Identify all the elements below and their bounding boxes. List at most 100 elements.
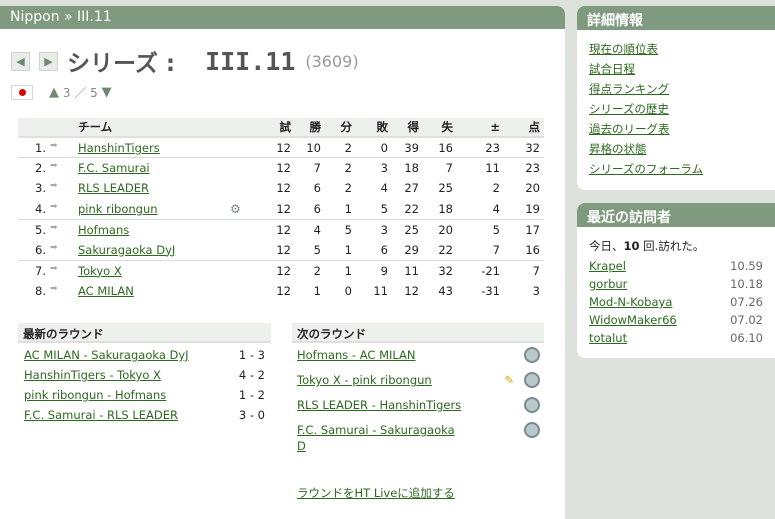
level-down-icon[interactable]: ▼ <box>101 85 112 100</box>
visitor-link[interactable]: WidowMaker66 <box>589 313 677 327</box>
goals-against: 16 <box>423 137 457 158</box>
lost: 11 <box>373 283 388 298</box>
goals-against: 18 <box>423 198 457 220</box>
goals-against: 25 <box>438 181 453 196</box>
rank: 7. <box>35 263 46 278</box>
points: 23 <box>525 161 540 175</box>
goal-diff: 2 <box>492 181 500 196</box>
goals-against: 22 <box>423 239 457 261</box>
goal-diff: -31 <box>481 283 500 298</box>
details-link[interactable]: 現在の順位表 <box>589 42 658 56</box>
level-down: 5 <box>90 85 98 100</box>
table-row: 2. ➡ F.C. Samurai 12 7 2 3 18 7 11 23 <box>18 158 544 179</box>
ht-live-icon[interactable] <box>524 372 540 388</box>
position-same-icon: ➡ <box>50 242 58 253</box>
visitor-link[interactable]: Krapel <box>589 259 626 273</box>
won: 2 <box>313 263 321 278</box>
visitor-link[interactable]: totalut <box>589 331 628 345</box>
team-link[interactable]: RLS LEADER <box>78 181 150 196</box>
add-to-ht-live-link[interactable]: ラウンドをHT Liveに追加する <box>297 486 455 500</box>
breadcrumb[interactable]: Nippon » III.11 <box>0 6 565 29</box>
match-score: 1 - 2 <box>238 388 265 402</box>
draw: 1 <box>325 198 356 220</box>
latest-match: pink ribongun - Hofmans 1 - 2 <box>18 387 271 403</box>
match-link[interactable]: Hofmans - AC MILAN <box>297 348 416 362</box>
level-row: ▲ 3 ／ 5 ▼ <box>11 84 112 101</box>
draw: 1 <box>344 263 352 278</box>
rank: 4. <box>18 198 50 220</box>
goals-against: 32 <box>438 263 453 278</box>
draw: 2 <box>344 181 352 196</box>
position-same-icon: ➡ <box>50 161 58 171</box>
details-item: 昇格の状態 <box>589 139 763 159</box>
table-row: 7. ➡ Tokyo X 12 2 1 9 11 32 -21 7 <box>18 260 544 281</box>
match-score: 4 - 2 <box>238 368 265 382</box>
details-link[interactable]: 試合日程 <box>589 62 635 76</box>
goals-for: 18 <box>404 161 419 175</box>
match-link[interactable]: F.C. Samurai - RLS LEADER <box>24 408 179 422</box>
details-item: 現在の順位表 <box>589 39 763 59</box>
prev-series-button[interactable]: ◀ <box>11 51 30 71</box>
next-match: RLS LEADER - HanshinTigers <box>292 397 544 416</box>
visitor-link[interactable]: gorbur <box>589 277 628 291</box>
points: 32 <box>504 137 544 158</box>
match-link[interactable]: RLS LEADER - HanshinTigers <box>297 398 462 412</box>
details-link[interactable]: 得点ランキング <box>589 82 670 96</box>
details-item: シリーズのフォーラム <box>589 159 763 179</box>
team-link[interactable]: Tokyo X <box>78 263 122 278</box>
details-title: 詳細情報 <box>577 6 775 30</box>
visitor-row: WidowMaker66 07.02 <box>577 311 775 329</box>
table-row: 5. ➡ Hofmans 12 4 5 3 25 20 5 17 <box>18 219 544 240</box>
summary-prefix: 今日、 <box>589 239 624 253</box>
col-played: 試 <box>262 118 295 138</box>
details-item: 試合日程 <box>589 59 763 79</box>
bot-icon: ⚙ <box>230 201 241 216</box>
lost: 3 <box>380 161 388 175</box>
lost: 9 <box>380 263 388 278</box>
lost: 6 <box>356 239 392 261</box>
title-row: ◀ ▶ シリーズ : III.11 (3609) <box>11 44 359 78</box>
details-link[interactable]: シリーズのフォーラム <box>589 162 704 176</box>
match-link[interactable]: AC MILAN - Sakuragaoka DyJ <box>24 348 189 362</box>
team-link[interactable]: F.C. Samurai <box>78 161 150 175</box>
ht-live-icon[interactable] <box>524 397 540 413</box>
played: 12 <box>276 222 291 237</box>
draw: 0 <box>344 283 352 298</box>
summary-suffix: 回.訪れた。 <box>639 239 705 253</box>
position-same-icon: ➡ <box>50 222 58 233</box>
col-draw: 分 <box>325 118 356 138</box>
edit-pencil-icon[interactable]: ✎ <box>504 373 514 387</box>
rank: 2. <box>35 161 46 175</box>
match-link[interactable]: pink ribongun - Hofmans <box>24 388 167 402</box>
team-link[interactable]: Sakuragaoka DyJ <box>78 242 176 257</box>
visitor-link[interactable]: Mod-N-Kobaya <box>589 295 673 309</box>
ht-live-icon[interactable] <box>524 422 540 438</box>
draw: 5 <box>344 222 352 237</box>
rank: 3. <box>35 181 46 196</box>
team-link[interactable]: Hofmans <box>78 222 130 237</box>
team-link[interactable]: HanshinTigers <box>78 140 160 155</box>
team-link[interactable]: AC MILAN <box>78 283 134 298</box>
rank: 1. <box>18 137 50 158</box>
next-match: F.C. Samurai - Sakuragaoka D <box>292 422 544 454</box>
goals-against: 7 <box>445 161 453 175</box>
match-link[interactable]: Tokyo X - pink ribongun <box>297 373 432 387</box>
japan-flag-icon[interactable] <box>11 85 33 100</box>
won: 6 <box>295 198 325 220</box>
visit-time: 06.10 <box>730 331 763 345</box>
level-up-icon[interactable]: ▲ <box>49 85 59 100</box>
details-link[interactable]: 昇格の状態 <box>589 142 647 156</box>
team-link[interactable]: pink ribongun <box>78 201 158 216</box>
details-link[interactable]: シリーズの歴史 <box>589 102 669 116</box>
played: 12 <box>276 263 291 278</box>
visit-time: 10.18 <box>730 277 763 291</box>
goal-diff: -21 <box>481 263 500 278</box>
visit-time: 07.26 <box>730 295 763 309</box>
details-link[interactable]: 過去のリーグ表 <box>589 122 670 136</box>
match-link[interactable]: F.C. Samurai - Sakuragaoka D <box>297 423 455 453</box>
match-link[interactable]: HanshinTigers - Tokyo X <box>24 368 161 382</box>
ht-live-icon[interactable] <box>524 347 540 363</box>
position-same-icon: ➡ <box>50 263 58 274</box>
table-row: 6. ➡ Sakuragaoka DyJ 12 5 1 6 29 22 7 16 <box>18 239 544 261</box>
next-series-button[interactable]: ▶ <box>39 51 58 71</box>
